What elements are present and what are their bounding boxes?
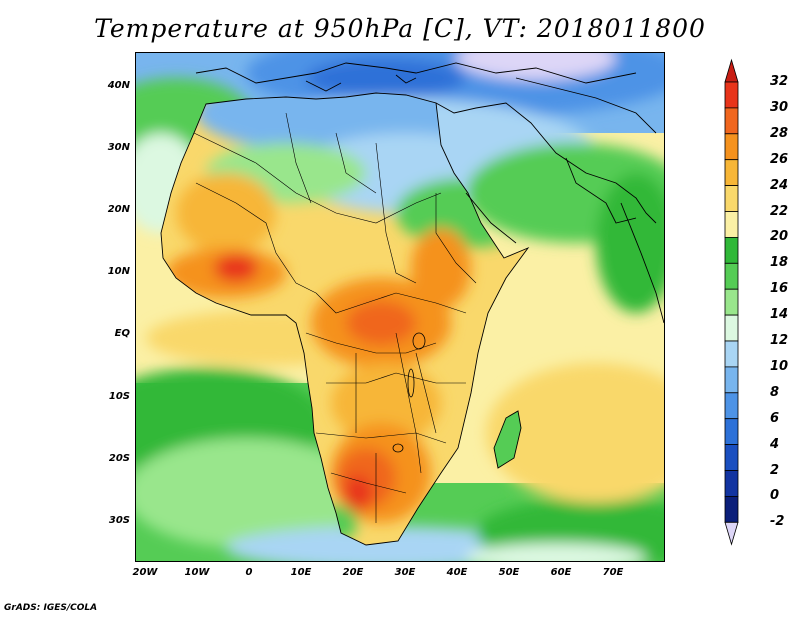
credit-text: GrADS: IGES/COLA (4, 603, 98, 613)
lat-label-20s: 20S (108, 453, 130, 464)
lon-label-0: 0 (245, 567, 253, 578)
colorbar-box-2 (724, 133, 739, 161)
colorbar-label-15: 2 (770, 462, 780, 478)
lon-label-30e: 30E (394, 567, 416, 578)
colorbar-box-10 (724, 340, 739, 368)
lat-label-30n: 30N (107, 142, 130, 153)
field-south-mint (466, 543, 646, 561)
field-indian-ocean (486, 363, 664, 503)
lat-label-eq: EQ (114, 328, 130, 339)
colorbar-label-16: 0 (770, 488, 780, 504)
colorbar-box-13 (724, 418, 739, 446)
field-sw-ocean-light (136, 438, 366, 548)
map-canvas (136, 53, 664, 561)
colorbar-label-4: 24 (770, 177, 789, 193)
colorbar-bottom-arrow (724, 521, 739, 546)
colorbar-box-5 (724, 211, 739, 238)
colorbar-label-11: 10 (770, 358, 789, 374)
colorbar-box-7 (724, 262, 739, 290)
colorbar-label-3: 26 (770, 151, 789, 167)
field-north-cold-3 (306, 58, 466, 98)
colorbar-box-14 (724, 444, 739, 471)
colorbar-boxes (724, 58, 739, 546)
field-india-green (596, 173, 664, 313)
colorbar-label-9: 14 (770, 307, 789, 323)
colorbar-box-1 (724, 107, 739, 135)
lon-label-20e: 20E (342, 567, 364, 578)
chart-title: Temperature at 950hPa [C], VT: 201801180… (94, 14, 706, 43)
lat-label-40n: 40N (107, 80, 130, 91)
lon-label-10e: 10E (290, 567, 312, 578)
coastlines (160, 62, 664, 546)
lat-label-20n: 20N (107, 204, 130, 215)
colorbar-label-10: 12 (770, 333, 789, 348)
colorbar-label-7: 18 (770, 255, 789, 271)
colorbar-label-1: 30 (770, 99, 789, 115)
lon-label-40e: 40E (446, 567, 468, 578)
colorbar-box-6 (724, 236, 739, 264)
colorbar-top-arrow (724, 58, 739, 83)
colorbar-label-13: 6 (770, 410, 780, 426)
lakes (392, 332, 426, 453)
colorbar-label-2: 28 (770, 125, 789, 141)
colorbar-box-4 (724, 185, 739, 212)
colorbar-label-8: 16 (770, 281, 789, 297)
colorbar-box-15 (724, 470, 739, 497)
colorbar-label-14: 4 (770, 436, 780, 452)
colorbar-box-11 (724, 366, 739, 394)
lon-label-60e: 60E (550, 567, 572, 578)
lon-label-50e: 50E (498, 567, 520, 578)
lon-label-10w: 10W (184, 567, 210, 578)
madagascar (493, 410, 522, 469)
colorbar-label-5: 22 (770, 203, 789, 219)
colorbar-box-16 (724, 495, 739, 523)
field-south-cool (226, 526, 546, 561)
colorbar-box-8 (724, 288, 739, 316)
colorbar-box-0 (724, 81, 739, 109)
colorbar-label-12: 8 (770, 384, 780, 400)
lat-label-30s: 30S (108, 515, 130, 526)
colorbar-box-3 (724, 159, 739, 186)
colorbar-label-6: 20 (770, 229, 789, 245)
lat-label-10s: 10S (108, 391, 130, 402)
colorbar-box-9 (724, 314, 739, 342)
lat-label-10n: 10N (107, 266, 130, 277)
lon-label-70e: 70E (602, 567, 624, 578)
temperature-map (135, 52, 665, 562)
colorbar-label-17: -2 (770, 514, 785, 530)
lon-label-20w: 20W (132, 567, 158, 578)
country-borders (193, 112, 477, 523)
colorbar-box-12 (724, 392, 739, 420)
colorbar-label-0: 32 (770, 74, 789, 89)
